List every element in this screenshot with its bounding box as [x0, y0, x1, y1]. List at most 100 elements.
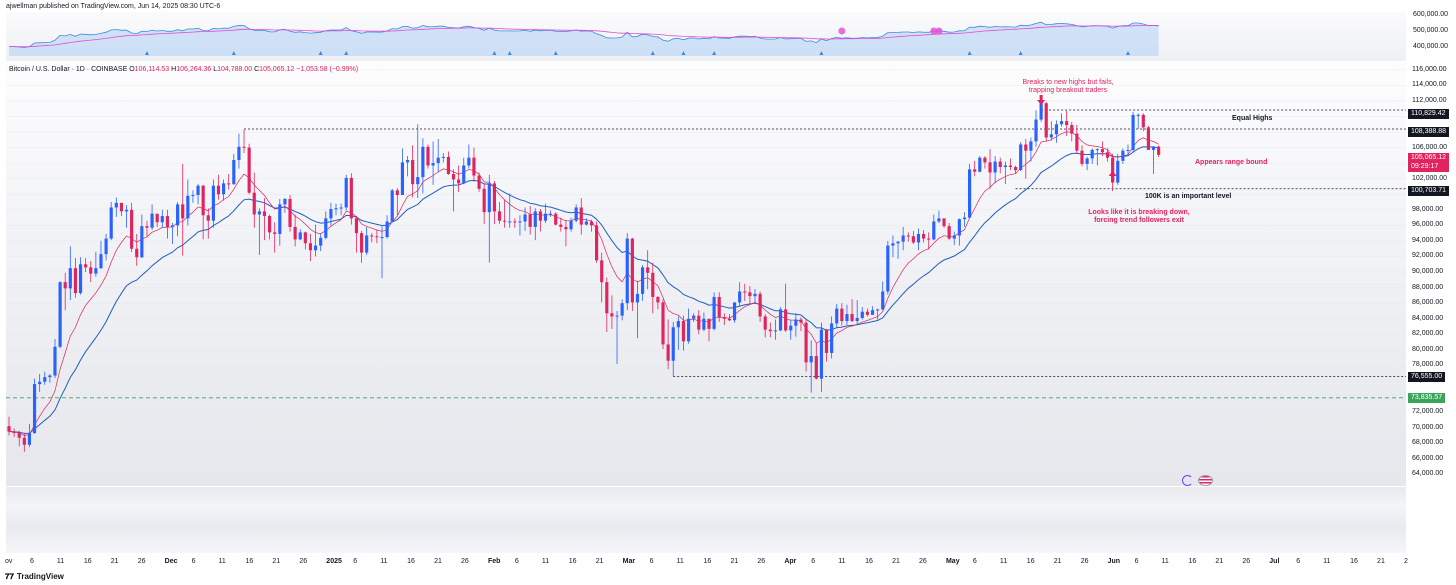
- annotation-breaking-down: Looks like it is breaking down, forcing …: [1088, 209, 1190, 224]
- candle: [686, 308, 691, 344]
- candle-body: [681, 321, 686, 342]
- candle: [257, 208, 261, 255]
- candle: [942, 218, 946, 228]
- candle-body: [533, 211, 537, 227]
- candle: [385, 215, 389, 239]
- candle: [196, 184, 200, 205]
- candle: [99, 240, 103, 269]
- symbol-legend: Bitcoin / U.S. Dollar · 1D · COINBASE O1…: [9, 66, 358, 73]
- candle-body: [722, 317, 726, 319]
- candle: [630, 237, 634, 311]
- candle: [222, 179, 226, 201]
- candle-body: [380, 237, 384, 239]
- candle-body: [640, 267, 645, 294]
- candle: [457, 165, 461, 192]
- main-chart-pane[interactable]: [6, 62, 1406, 486]
- candle: [411, 145, 415, 198]
- candle: [431, 141, 435, 185]
- candle: [543, 203, 548, 224]
- candle: [1146, 125, 1150, 150]
- candle: [1003, 161, 1007, 185]
- candle: [865, 308, 869, 317]
- candle: [119, 202, 123, 217]
- time-tick: 16: [83, 558, 92, 565]
- candle-body: [676, 321, 680, 328]
- candle-body: [932, 221, 936, 240]
- us-flag-icon[interactable]: [1198, 475, 1213, 486]
- signal-marker-icon: [507, 51, 512, 55]
- candle: [1034, 110, 1038, 147]
- candle: [247, 143, 251, 195]
- candle-body: [1034, 119, 1038, 142]
- candle: [932, 214, 936, 241]
- candle-body: [472, 157, 476, 176]
- candle: [538, 209, 542, 232]
- time-tick: 26: [757, 558, 766, 565]
- candle-body: [778, 309, 783, 331]
- price-tick: 92,000.00: [1412, 252, 1444, 260]
- candle-body: [891, 243, 895, 246]
- candle-body: [651, 272, 655, 297]
- candle: [661, 299, 665, 350]
- candle: [375, 230, 379, 244]
- candle-body: [508, 221, 512, 223]
- candle: [216, 174, 221, 200]
- candle-body: [518, 221, 522, 223]
- candle-body: [451, 174, 456, 180]
- candle-body: [298, 232, 302, 240]
- lower-indicator-pane[interactable]: [6, 487, 1406, 553]
- candle-body: [497, 211, 502, 221]
- candle: [717, 292, 721, 322]
- candle: [227, 174, 231, 190]
- candle-body: [559, 224, 563, 227]
- candle-body: [1024, 144, 1028, 151]
- candle: [1070, 121, 1074, 142]
- candle-body: [22, 437, 26, 445]
- osc-tick: 600,000.00: [1413, 11, 1449, 18]
- candle: [635, 280, 640, 339]
- time-tick: 16: [1026, 558, 1035, 565]
- candle-body: [7, 426, 11, 432]
- candle-body: [84, 264, 88, 268]
- candle-body: [227, 183, 231, 185]
- candle: [27, 423, 32, 448]
- candle: [840, 303, 844, 326]
- price-tick: 114,000.00: [1412, 81, 1447, 89]
- candle-body: [150, 213, 154, 228]
- candle-body: [334, 208, 338, 210]
- candle: [278, 198, 282, 246]
- event-swirl-icon[interactable]: [1182, 475, 1193, 486]
- candle-body: [840, 308, 844, 322]
- time-tick: 16: [1188, 558, 1197, 565]
- candle: [973, 160, 977, 177]
- candle-body: [308, 243, 313, 251]
- candle-body: [855, 317, 859, 322]
- candle-body: [242, 146, 246, 148]
- candle: [845, 304, 849, 325]
- signal-marker-icon: [819, 51, 824, 55]
- signal-marker-icon: [553, 51, 558, 55]
- candle-body: [201, 185, 205, 216]
- candle-body: [53, 346, 57, 376]
- tradingview-logo[interactable]: 𝟕𝟕 TradingView: [5, 572, 64, 582]
- current-price: 105,065.12: [1411, 154, 1447, 161]
- candle-body: [441, 156, 445, 158]
- candle-body: [426, 146, 430, 166]
- candle: [492, 181, 496, 224]
- candle-body: [43, 377, 47, 382]
- oscillator-line: [8, 21, 1159, 48]
- signal-marker-icon: [492, 51, 497, 55]
- candle: [395, 188, 399, 216]
- candle: [605, 277, 609, 332]
- time-tick: 6: [1134, 558, 1139, 565]
- time-tick: 6: [353, 558, 358, 565]
- candle-body: [620, 303, 624, 316]
- candle-body: [830, 323, 834, 353]
- candle-body: [12, 431, 16, 434]
- candle-body: [942, 218, 946, 227]
- candle: [232, 153, 236, 185]
- candle: [237, 133, 241, 169]
- candle-body: [835, 308, 839, 324]
- low-label: L: [213, 66, 218, 73]
- candle: [554, 212, 558, 226]
